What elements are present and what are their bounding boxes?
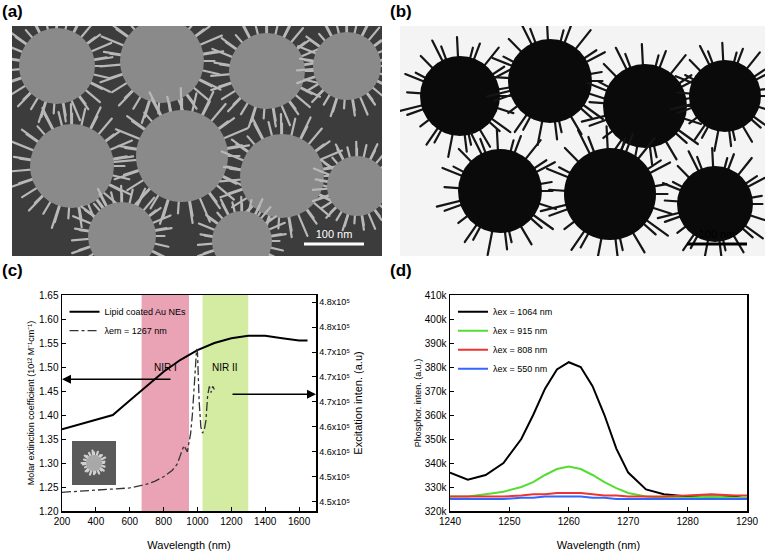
svg-text:Wavelength (nm): Wavelength (nm) bbox=[557, 539, 640, 551]
svg-text:390k: 390k bbox=[425, 338, 448, 349]
svg-text:1.60: 1.60 bbox=[39, 314, 59, 325]
svg-text:360k: 360k bbox=[425, 410, 448, 421]
svg-text:1.45: 1.45 bbox=[39, 386, 59, 397]
svg-text:1.65: 1.65 bbox=[39, 290, 59, 301]
svg-text:1.25: 1.25 bbox=[39, 482, 59, 493]
svg-text:320k: 320k bbox=[425, 506, 448, 517]
svg-text:200: 200 bbox=[54, 516, 71, 527]
svg-text:800: 800 bbox=[155, 516, 172, 527]
svg-text:λem = 1267 nm: λem = 1267 nm bbox=[105, 326, 167, 336]
svg-text:1200: 1200 bbox=[220, 516, 243, 527]
svg-text:1600: 1600 bbox=[288, 516, 311, 527]
svg-text:4.7x10⁵: 4.7x10⁵ bbox=[319, 347, 350, 357]
html-text:(b): (b) bbox=[390, 2, 412, 21]
svg-text:NIR II: NIR II bbox=[212, 362, 238, 373]
svg-text:1260: 1260 bbox=[558, 516, 581, 527]
svg-text:1.50: 1.50 bbox=[39, 362, 59, 373]
svg-text:4.5x10⁵: 4.5x10⁵ bbox=[319, 497, 350, 507]
svg-text:4.8x10⁵: 4.8x10⁵ bbox=[319, 297, 350, 307]
svg-text:350k: 350k bbox=[425, 434, 448, 445]
svg-text:1280: 1280 bbox=[676, 516, 699, 527]
svg-text:Phosphor. inten. (a.u.): Phosphor. inten. (a.u.) bbox=[413, 359, 423, 448]
svg-text:340k: 340k bbox=[425, 458, 448, 469]
svg-text:NIR I: NIR I bbox=[154, 362, 177, 373]
svg-text:100 nm: 100 nm bbox=[699, 228, 736, 240]
svg-text:4.6x10⁵: 4.6x10⁵ bbox=[319, 447, 350, 457]
svg-text:4.7x10⁵: 4.7x10⁵ bbox=[319, 372, 350, 382]
svg-text:1240: 1240 bbox=[439, 516, 462, 527]
svg-text:1000: 1000 bbox=[186, 516, 209, 527]
svg-text:4.5x10⁵: 4.5x10⁵ bbox=[319, 472, 350, 482]
svg-text:100 nm: 100 nm bbox=[316, 228, 353, 240]
svg-text:λex = 915 nm: λex = 915 nm bbox=[493, 326, 547, 336]
svg-text:1290: 1290 bbox=[736, 516, 759, 527]
svg-text:330k: 330k bbox=[425, 482, 448, 493]
html-text:(c): (c) bbox=[2, 261, 23, 280]
svg-text:380k: 380k bbox=[425, 362, 448, 373]
svg-text:400: 400 bbox=[88, 516, 105, 527]
svg-text:4.7x10⁵: 4.7x10⁵ bbox=[319, 397, 350, 407]
svg-text:4.6x10⁵: 4.6x10⁵ bbox=[319, 422, 350, 432]
svg-text:λex = 550 nm: λex = 550 nm bbox=[493, 364, 547, 374]
svg-text:370k: 370k bbox=[425, 386, 448, 397]
svg-text:Molar extinction coefficient (: Molar extinction coefficient (10¹² M⁻¹cm… bbox=[26, 321, 36, 485]
svg-text:1.20: 1.20 bbox=[39, 506, 59, 517]
svg-text:Lipid coated Au NEs: Lipid coated Au NEs bbox=[105, 307, 187, 317]
svg-text:1.30: 1.30 bbox=[39, 458, 59, 469]
html-text:(d): (d) bbox=[390, 261, 412, 280]
svg-text:1270: 1270 bbox=[617, 516, 640, 527]
svg-text:1250: 1250 bbox=[498, 516, 521, 527]
svg-text:1.40: 1.40 bbox=[39, 410, 59, 421]
svg-text:Wavelength (nm): Wavelength (nm) bbox=[147, 539, 230, 551]
svg-text:1.35: 1.35 bbox=[39, 434, 59, 445]
svg-text:600: 600 bbox=[121, 516, 138, 527]
svg-text:λex = 1064 nm: λex = 1064 nm bbox=[493, 307, 552, 317]
svg-text:λex = 808 nm: λex = 808 nm bbox=[493, 345, 547, 355]
html-text:(a): (a) bbox=[2, 2, 23, 21]
svg-text:410k: 410k bbox=[425, 290, 448, 301]
svg-text:1400: 1400 bbox=[254, 516, 277, 527]
svg-text:4.8x10⁵: 4.8x10⁵ bbox=[319, 322, 350, 332]
svg-text:1.55: 1.55 bbox=[39, 338, 59, 349]
svg-text:Excitation inten. (a.u): Excitation inten. (a.u) bbox=[352, 351, 364, 454]
svg-text:400k: 400k bbox=[425, 314, 448, 325]
